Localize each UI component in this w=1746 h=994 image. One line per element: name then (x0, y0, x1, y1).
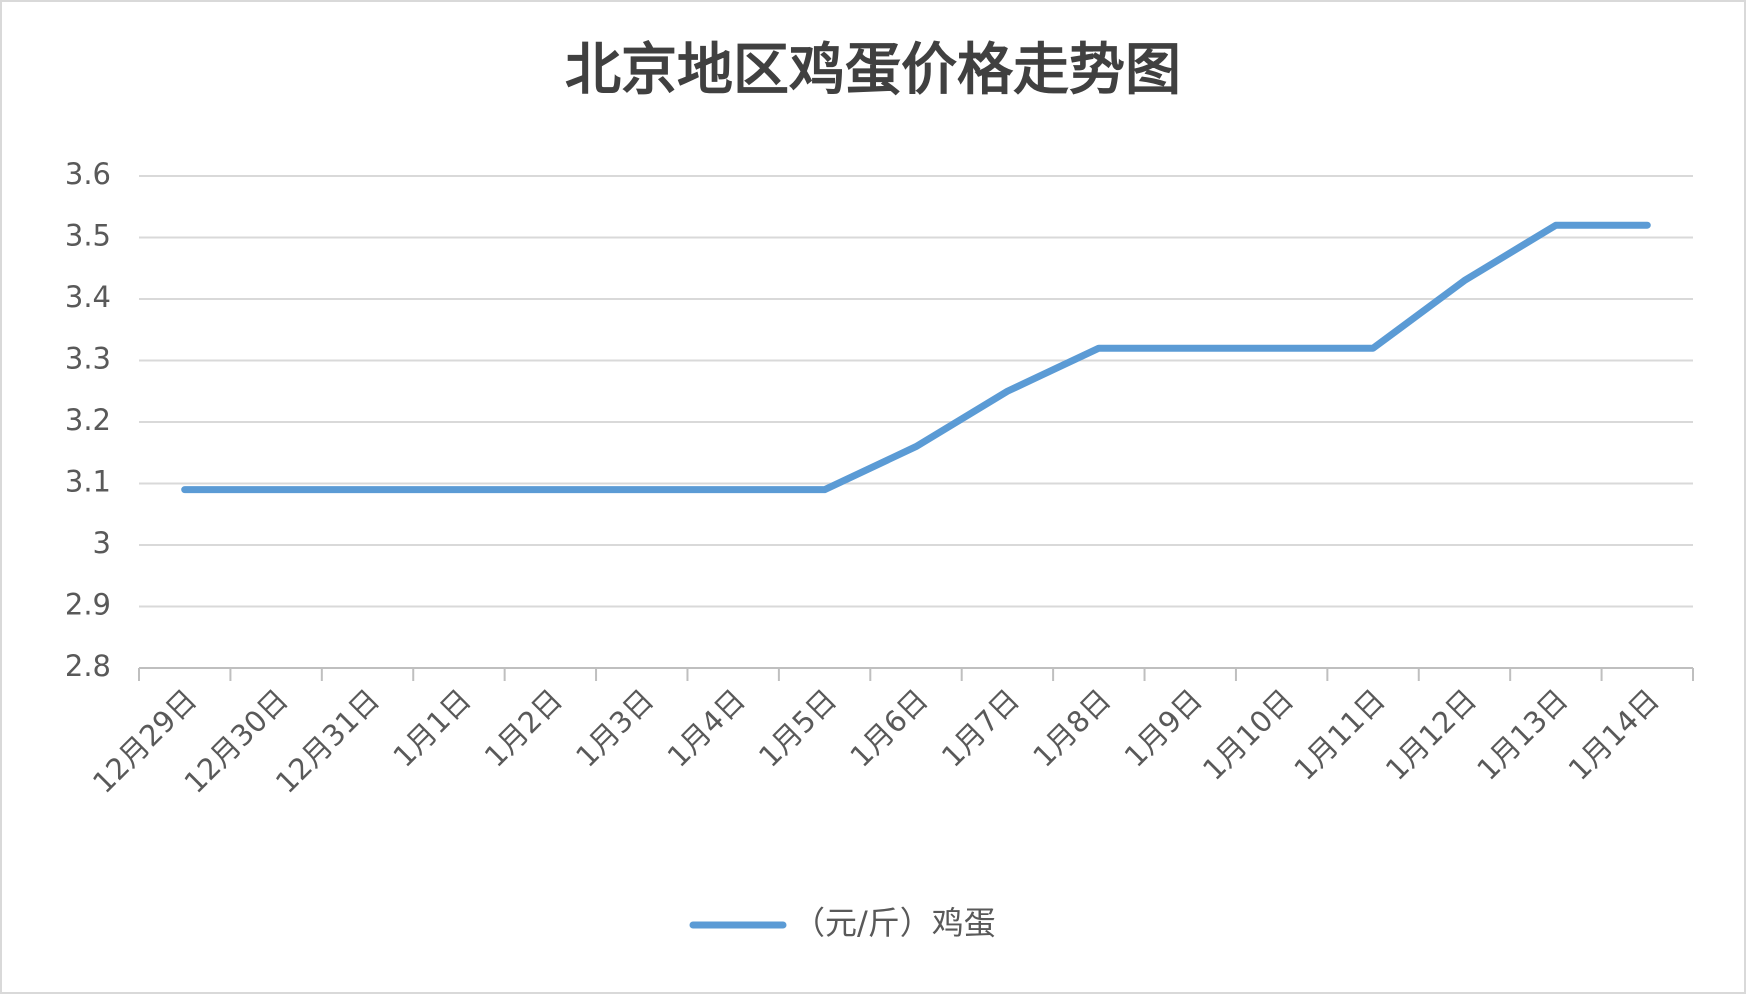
y-tick-label: 3.1 (65, 465, 111, 499)
data-line (181, 221, 1651, 494)
y-tick-label: 3.5 (65, 219, 111, 253)
y-tick-label: 3.6 (65, 157, 111, 191)
y-tick-label: 2.8 (65, 649, 111, 683)
y-tick-label: 3.2 (65, 403, 111, 437)
chart-title: 北京地区鸡蛋价格走势图 (565, 38, 1181, 103)
y-tick-label: 3.3 (65, 342, 111, 376)
y-tick-label: 3 (93, 526, 111, 560)
y-tick-label: 3.4 (65, 280, 111, 314)
y-tick-label: 2.9 (65, 588, 111, 622)
legend-label: （元/斤）鸡蛋 (793, 904, 996, 942)
